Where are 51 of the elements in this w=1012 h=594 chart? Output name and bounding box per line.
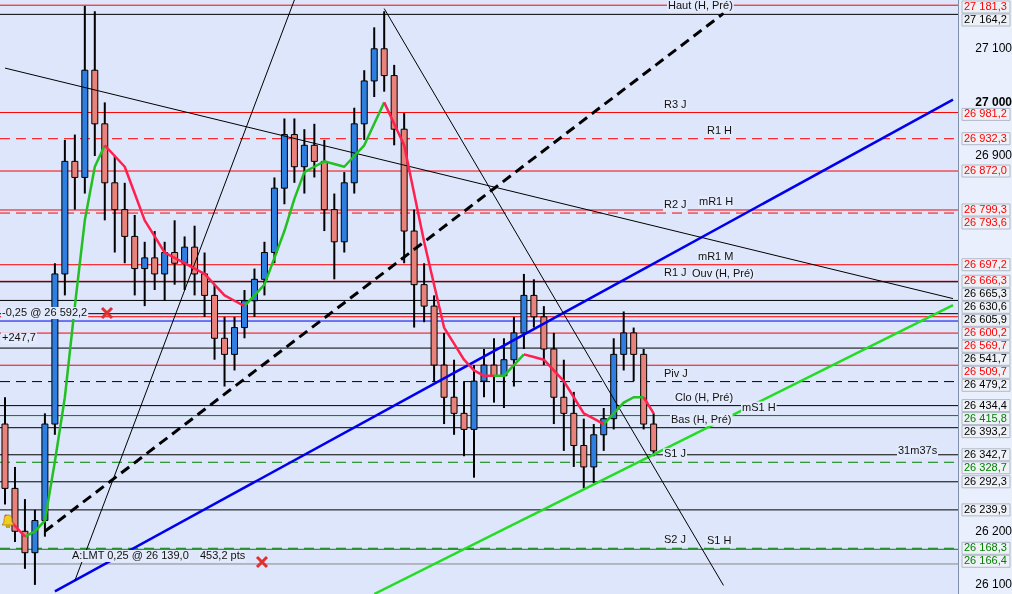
- ref-line-label: 26 799,3: [964, 203, 1007, 216]
- annotation: -0,25 @ 26 592,2: [2, 306, 88, 319]
- y-tick-label: 26 100: [975, 577, 1012, 592]
- ref-line-label: 26 509,7: [964, 365, 1007, 378]
- y-tick-label: 26 900: [975, 148, 1012, 163]
- annotation: Ouv (H, Pré): [692, 266, 754, 279]
- ref-line-label: 26 630,6: [964, 300, 1007, 313]
- ref-line-label: 26 541,7: [964, 352, 1007, 365]
- ref-line-label: 26 569,7: [964, 339, 1007, 352]
- ref-line-label: 26 239,9: [964, 502, 1007, 515]
- ref-line-label: 26 166,4: [964, 554, 1007, 567]
- ref-line-label: 27 164,2: [964, 13, 1007, 26]
- ref-line-label: 26 168,3: [964, 541, 1007, 554]
- annotation: S1 J: [664, 447, 687, 460]
- annotation: A:LMT 0,25 @ 26 139,0: [72, 549, 189, 562]
- annotation: 31m37s: [898, 444, 938, 457]
- ref-line-label: 26 665,3: [964, 287, 1007, 300]
- annotation: R3 J: [664, 97, 687, 110]
- annotation: 453,2 pts: [200, 549, 246, 562]
- annotation: R1 H: [707, 123, 733, 136]
- ref-line-label: 26 434,4: [964, 398, 1007, 411]
- annotation: S2 J: [664, 533, 687, 546]
- y-tick-label: 26 200: [975, 523, 1012, 538]
- ref-line-label: 26 292,3: [964, 474, 1007, 487]
- ref-line-label: 26 393,2: [964, 424, 1007, 437]
- ref-line-label: 26 793,6: [964, 216, 1007, 229]
- ref-line-label: 26 666,3: [964, 274, 1007, 287]
- annotation: mR1 M: [698, 249, 734, 262]
- ref-line-label: 27 181,3: [964, 0, 1007, 13]
- ref-line-label: 26 872,0: [964, 164, 1007, 177]
- annotation: Haut (H, Pré): [668, 0, 733, 12]
- annotation: Piv J: [664, 366, 688, 379]
- y-tick-label: 27 100: [975, 41, 1012, 56]
- annotation: Clo (H, Pré): [675, 390, 734, 403]
- annotation: mR1 H: [699, 195, 734, 208]
- ref-line-label: 26 600,2: [964, 326, 1007, 339]
- ref-line-label: 26 932,3: [964, 131, 1007, 144]
- annotation: R1 J: [664, 266, 687, 279]
- ref-line-label: 26 415,8: [964, 411, 1007, 424]
- annotation: S1 H: [707, 534, 732, 547]
- annotation: Bas (H, Pré): [671, 412, 732, 425]
- annotation: +247,7: [2, 331, 36, 344]
- y-tick-label: 27 000: [975, 94, 1012, 109]
- ref-line-label: 26 328,7: [964, 460, 1007, 473]
- ref-line-label: 26 697,2: [964, 257, 1007, 270]
- ref-line-label: 26 981,2: [964, 107, 1007, 120]
- annotation: R2 J: [664, 198, 687, 211]
- ref-line-label: 26 479,2: [964, 378, 1007, 391]
- annotation: mS1 H: [742, 400, 776, 413]
- ref-line-label: 26 342,7: [964, 447, 1007, 460]
- ref-line-label: 26 605,9: [964, 313, 1007, 326]
